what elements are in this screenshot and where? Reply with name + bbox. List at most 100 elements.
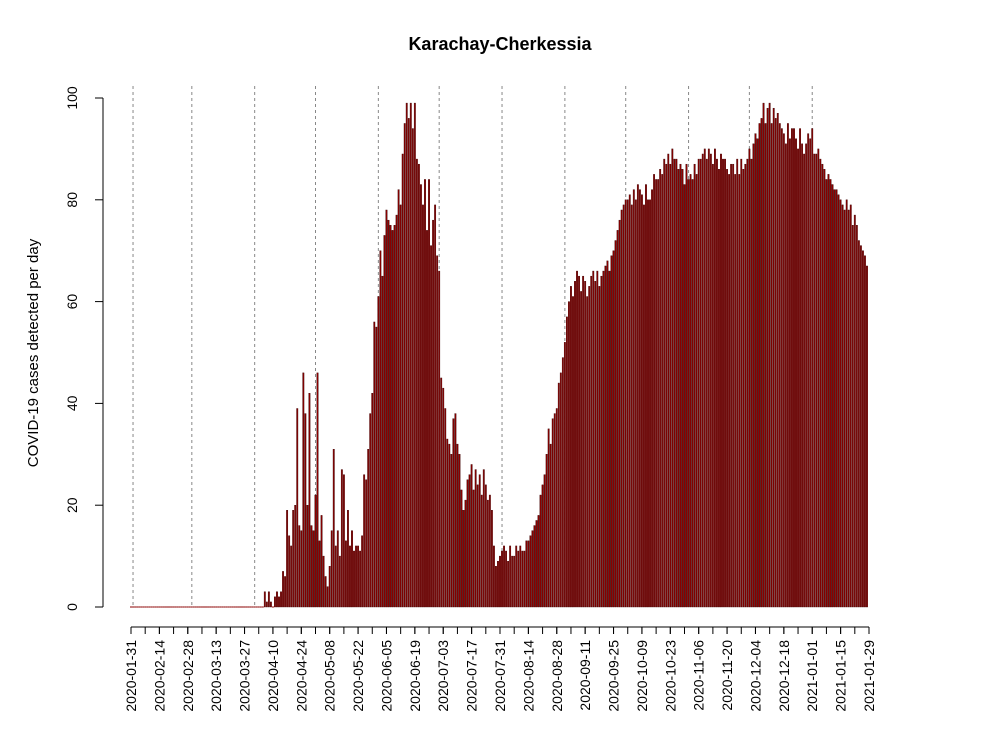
bar — [843, 209, 846, 608]
bar — [403, 123, 406, 608]
bar — [618, 219, 621, 608]
bar — [825, 179, 828, 608]
y-tick-label: 60 — [64, 294, 80, 310]
bar — [831, 184, 834, 608]
x-tick-label: 2020-06-05 — [378, 640, 394, 712]
bar — [543, 474, 546, 608]
bar — [770, 123, 773, 608]
bar — [521, 550, 524, 608]
bar — [446, 438, 449, 608]
bar — [624, 199, 627, 608]
bar — [377, 296, 380, 608]
bar — [864, 255, 866, 608]
bar — [833, 189, 836, 608]
bar — [407, 118, 410, 608]
y-axis: 0 20 40 60 80 100 — [64, 86, 104, 611]
x-tick-label: 2020-07-17 — [464, 640, 480, 712]
x-tick-label: 2020-09-25 — [606, 640, 622, 712]
bar — [782, 133, 785, 608]
bar — [608, 270, 611, 608]
bar — [701, 153, 704, 608]
bar — [699, 158, 702, 608]
bar — [330, 530, 333, 608]
bar — [819, 158, 822, 608]
x-tick-label: 2020-09-11 — [577, 640, 593, 711]
bar — [718, 169, 720, 608]
bar — [693, 163, 696, 608]
x-tick-label: 2020-01-31 — [123, 640, 139, 712]
bar — [600, 275, 603, 608]
bar — [746, 158, 749, 608]
bar — [306, 505, 309, 608]
bar — [845, 199, 848, 608]
bar — [866, 265, 868, 608]
bar — [503, 545, 505, 608]
bar — [436, 255, 439, 608]
bar — [837, 194, 840, 608]
bar — [839, 199, 842, 608]
y-tick-label: 80 — [64, 192, 80, 208]
bar — [705, 158, 708, 608]
bar — [722, 158, 724, 608]
bar — [823, 169, 826, 608]
bar — [478, 474, 481, 608]
bar — [300, 530, 303, 608]
bar — [322, 555, 325, 608]
bar — [537, 515, 540, 608]
bar — [304, 413, 307, 608]
bar — [726, 169, 728, 608]
bar — [448, 443, 451, 608]
bar — [442, 387, 445, 608]
bar — [310, 525, 313, 608]
bar — [399, 204, 402, 608]
x-tick-label: 2020-06-19 — [407, 640, 423, 712]
bar — [371, 393, 374, 608]
bar — [703, 148, 706, 608]
bar — [474, 469, 477, 608]
bar — [616, 230, 619, 608]
bar — [614, 240, 617, 608]
bar — [533, 525, 536, 608]
bar — [697, 158, 700, 608]
bar — [347, 510, 349, 608]
bar — [799, 128, 801, 608]
bar — [375, 326, 378, 608]
bar — [853, 214, 856, 608]
bar — [488, 494, 491, 608]
bar — [628, 194, 631, 608]
bar — [720, 153, 722, 608]
bar — [580, 291, 583, 608]
bar — [523, 550, 526, 608]
bar — [294, 505, 297, 608]
bar — [805, 143, 808, 608]
bar — [486, 499, 489, 608]
bar — [685, 163, 688, 608]
bar — [797, 148, 799, 608]
x-axis: 2020-01-31 2020-02-14 2020-02-28 2020-03-13… — [123, 626, 877, 712]
bar — [572, 296, 574, 608]
bar — [714, 148, 716, 608]
bar — [507, 560, 510, 608]
bar — [302, 372, 305, 608]
bar — [772, 107, 775, 608]
bar — [430, 245, 432, 608]
bar — [342, 474, 345, 608]
bar — [314, 494, 317, 608]
bar — [505, 550, 507, 608]
bar — [286, 510, 289, 608]
bar — [559, 372, 562, 608]
bar — [582, 275, 585, 608]
bar — [434, 204, 437, 608]
x-tick-label: 2020-02-28 — [180, 640, 196, 712]
bar — [525, 540, 528, 608]
bar — [744, 163, 747, 608]
bar — [669, 163, 672, 608]
bar — [338, 555, 341, 608]
bar — [389, 225, 392, 608]
bar — [606, 260, 609, 608]
bar — [517, 550, 520, 608]
x-tick-label: 2020-10-23 — [662, 640, 678, 712]
bar — [274, 596, 276, 608]
bar — [328, 566, 331, 608]
